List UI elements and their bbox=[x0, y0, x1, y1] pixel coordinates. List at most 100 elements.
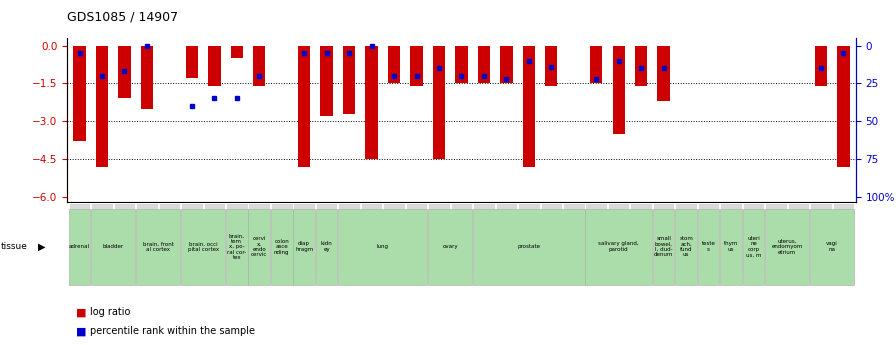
Text: GSM39914: GSM39914 bbox=[683, 221, 689, 259]
Text: log ratio: log ratio bbox=[90, 307, 130, 317]
FancyBboxPatch shape bbox=[383, 203, 405, 276]
Text: uteri
ne
corp
us, m: uteri ne corp us, m bbox=[745, 236, 762, 257]
Text: GSM39898: GSM39898 bbox=[751, 221, 756, 259]
FancyBboxPatch shape bbox=[91, 203, 113, 276]
Text: GSM39905: GSM39905 bbox=[256, 221, 263, 259]
Bar bbox=[837, 46, 849, 167]
FancyBboxPatch shape bbox=[316, 203, 338, 276]
FancyBboxPatch shape bbox=[181, 209, 225, 285]
Text: GSM39910: GSM39910 bbox=[504, 221, 509, 259]
FancyBboxPatch shape bbox=[585, 203, 607, 276]
Text: uterus,
endomyom
etrium: uterus, endomyom etrium bbox=[771, 239, 803, 255]
Text: colon
asce
nding: colon asce nding bbox=[274, 239, 289, 255]
FancyBboxPatch shape bbox=[181, 203, 202, 276]
Bar bbox=[208, 46, 220, 86]
FancyBboxPatch shape bbox=[451, 203, 472, 276]
FancyBboxPatch shape bbox=[203, 203, 225, 276]
FancyBboxPatch shape bbox=[428, 209, 472, 285]
Text: brain, occi
pital cortex: brain, occi pital cortex bbox=[187, 241, 219, 252]
Text: GSM39920: GSM39920 bbox=[660, 221, 667, 259]
Text: brain,
tem
x, po-
ral cor-
tex: brain, tem x, po- ral cor- tex bbox=[228, 233, 246, 260]
Text: salivary gland,
parotid: salivary gland, parotid bbox=[599, 241, 639, 252]
Text: GSM39903: GSM39903 bbox=[728, 221, 734, 259]
Text: GSM39897: GSM39897 bbox=[459, 221, 464, 259]
Bar bbox=[141, 46, 153, 109]
Text: ■: ■ bbox=[76, 326, 87, 336]
FancyBboxPatch shape bbox=[810, 209, 854, 285]
Text: ovary: ovary bbox=[443, 244, 458, 249]
FancyBboxPatch shape bbox=[248, 209, 270, 285]
Bar bbox=[478, 46, 490, 83]
Bar bbox=[545, 46, 557, 86]
Text: small
bowel,
I, dud-
denum: small bowel, I, dud- denum bbox=[654, 236, 673, 257]
Text: GSM39918: GSM39918 bbox=[144, 221, 150, 259]
FancyBboxPatch shape bbox=[743, 209, 764, 285]
FancyBboxPatch shape bbox=[607, 203, 630, 276]
Text: tissue: tissue bbox=[1, 242, 28, 251]
Text: stom
ach,
fund
us: stom ach, fund us bbox=[679, 236, 693, 257]
Text: GSM39892: GSM39892 bbox=[436, 221, 442, 259]
Bar bbox=[613, 46, 625, 134]
Text: GSM39919: GSM39919 bbox=[279, 221, 285, 259]
Text: GSM39894: GSM39894 bbox=[840, 221, 847, 259]
FancyBboxPatch shape bbox=[316, 209, 338, 285]
Bar bbox=[388, 46, 401, 83]
Text: GSM39887: GSM39887 bbox=[167, 221, 172, 259]
Bar bbox=[455, 46, 468, 83]
Text: percentile rank within the sample: percentile rank within the sample bbox=[90, 326, 254, 336]
FancyBboxPatch shape bbox=[676, 203, 697, 276]
Bar bbox=[500, 46, 513, 83]
Text: GSM39899: GSM39899 bbox=[705, 221, 711, 259]
Text: ■: ■ bbox=[76, 307, 87, 317]
FancyBboxPatch shape bbox=[293, 209, 315, 285]
FancyBboxPatch shape bbox=[676, 209, 697, 285]
FancyBboxPatch shape bbox=[653, 209, 675, 285]
Text: GSM39912: GSM39912 bbox=[391, 221, 397, 259]
Text: GSM39890: GSM39890 bbox=[301, 221, 307, 259]
Bar bbox=[253, 46, 265, 86]
FancyBboxPatch shape bbox=[720, 209, 742, 285]
Text: GDS1085 / 14907: GDS1085 / 14907 bbox=[67, 10, 178, 23]
FancyBboxPatch shape bbox=[114, 203, 135, 276]
FancyBboxPatch shape bbox=[271, 203, 292, 276]
FancyBboxPatch shape bbox=[473, 209, 584, 285]
Text: GSM39891: GSM39891 bbox=[593, 221, 599, 259]
Text: prostate: prostate bbox=[517, 244, 540, 249]
Text: GSM39900: GSM39900 bbox=[616, 221, 622, 259]
Text: GSM39917: GSM39917 bbox=[481, 221, 487, 259]
Bar bbox=[321, 46, 332, 116]
FancyBboxPatch shape bbox=[495, 203, 517, 276]
Text: GSM39909: GSM39909 bbox=[368, 221, 375, 259]
Text: GSM39896: GSM39896 bbox=[76, 221, 82, 259]
FancyBboxPatch shape bbox=[226, 209, 247, 285]
FancyBboxPatch shape bbox=[406, 203, 427, 276]
Bar bbox=[96, 46, 108, 167]
FancyBboxPatch shape bbox=[339, 209, 427, 285]
FancyBboxPatch shape bbox=[810, 203, 831, 276]
FancyBboxPatch shape bbox=[91, 209, 135, 285]
FancyBboxPatch shape bbox=[631, 203, 652, 276]
FancyBboxPatch shape bbox=[518, 203, 539, 276]
Bar bbox=[343, 46, 356, 114]
FancyBboxPatch shape bbox=[361, 203, 383, 276]
Text: teste
s: teste s bbox=[702, 241, 716, 252]
Text: thym
us: thym us bbox=[724, 241, 738, 252]
FancyBboxPatch shape bbox=[698, 209, 719, 285]
FancyBboxPatch shape bbox=[563, 203, 584, 276]
FancyBboxPatch shape bbox=[136, 209, 180, 285]
FancyBboxPatch shape bbox=[428, 203, 450, 276]
Text: vagi
na: vagi na bbox=[826, 241, 838, 252]
FancyBboxPatch shape bbox=[720, 203, 742, 276]
Text: GSM39911: GSM39911 bbox=[526, 221, 532, 259]
FancyBboxPatch shape bbox=[293, 203, 315, 276]
Text: ▶: ▶ bbox=[38, 242, 45, 252]
Text: GSM39906: GSM39906 bbox=[99, 221, 105, 259]
FancyBboxPatch shape bbox=[743, 203, 764, 276]
FancyBboxPatch shape bbox=[765, 209, 809, 285]
FancyBboxPatch shape bbox=[271, 209, 292, 285]
Bar bbox=[635, 46, 647, 86]
Text: kidn
ey: kidn ey bbox=[321, 241, 332, 252]
Bar bbox=[410, 46, 423, 86]
Text: GSM39902: GSM39902 bbox=[818, 221, 823, 259]
Text: GSM39889: GSM39889 bbox=[796, 221, 801, 259]
